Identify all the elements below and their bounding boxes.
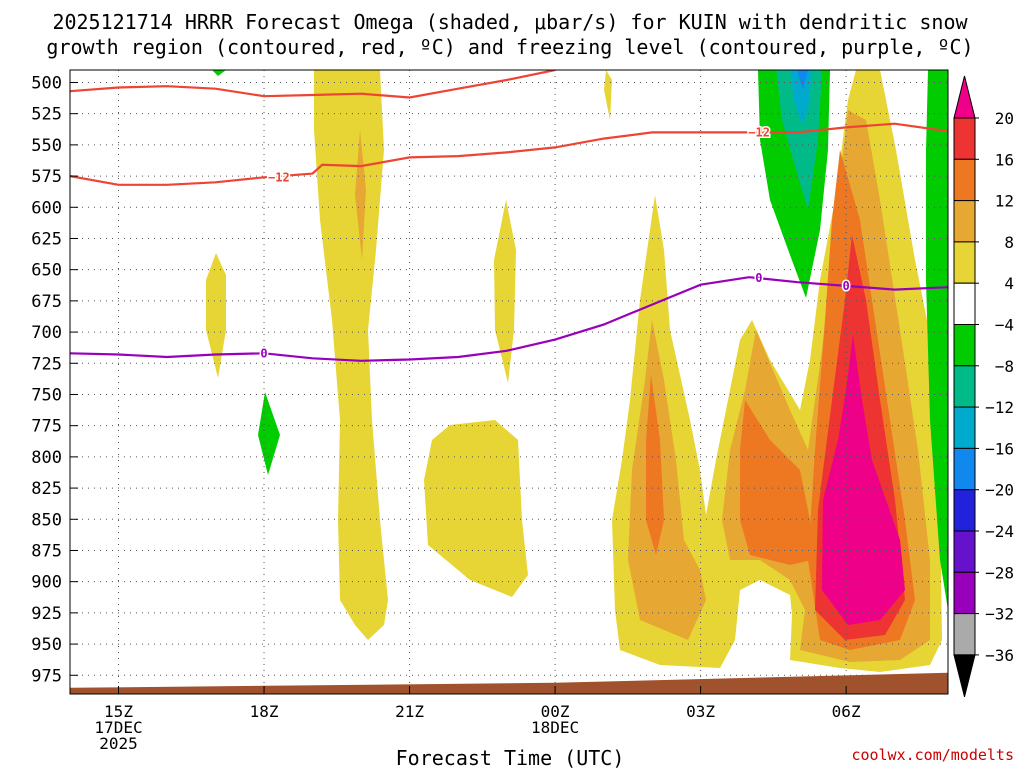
colorbar-label: −16 <box>985 439 1014 458</box>
colorbar-bin <box>953 117 976 160</box>
sinking-region-16z-top <box>212 70 226 76</box>
sinking-region-04z-05z-blue <box>790 70 812 125</box>
credit-link[interactable]: coolwx.com/modelts <box>851 746 1014 764</box>
colorbar-label: 8 <box>1004 233 1014 252</box>
y-tick-label: 975 <box>31 666 62 686</box>
y-tick-label: 525 <box>31 105 62 125</box>
x-tick-label: 03Z <box>686 702 715 721</box>
y-tick-label: 550 <box>31 136 62 156</box>
contour-line-2 <box>70 276 948 362</box>
colorbar-bin <box>953 200 976 243</box>
y-tick-label: 950 <box>31 635 62 655</box>
contour-labels: −12 −12 0 0 0 <box>259 124 851 362</box>
y-tick-label: 625 <box>31 229 62 249</box>
y-tick-label: 825 <box>31 479 62 499</box>
grid-lines <box>70 70 948 694</box>
colorbar-bin <box>953 158 976 202</box>
colorbar-bin <box>953 447 976 491</box>
colorbar-bin <box>953 365 976 408</box>
omega-region-22z-blob <box>424 420 528 597</box>
contour-label: 0 <box>843 279 850 293</box>
x-tick-label: 18DEC <box>531 718 579 737</box>
colorbar-label: 4 <box>1004 274 1014 293</box>
colorbar-bin <box>953 324 976 367</box>
omega-region-05z-orange-deep <box>740 400 812 565</box>
plot-frame <box>69 69 949 695</box>
colorbar-bin <box>953 282 976 326</box>
colorbar-over-triangle <box>953 75 976 119</box>
y-tick-label: 650 <box>31 261 62 281</box>
y-tick-label: 700 <box>31 323 62 343</box>
sinking-region-05z-core <box>797 70 808 90</box>
colorbar-bin <box>953 489 976 532</box>
colorbar-bin <box>953 530 976 573</box>
x-tick-label: 17DEC <box>94 718 142 737</box>
y-tick-label: 775 <box>31 417 62 437</box>
x-tick-label: 15Z <box>104 702 133 721</box>
colorbar-label: −28 <box>985 563 1014 582</box>
y-tick-label: 800 <box>31 448 62 468</box>
omega-region-17z <box>206 253 226 378</box>
contour-label: −12 <box>268 170 290 184</box>
colorbar-label: −24 <box>985 522 1014 541</box>
colorbar-label: −20 <box>985 481 1014 500</box>
x-tick-label: 06Z <box>832 702 861 721</box>
colorbar-under-triangle <box>953 654 976 698</box>
omega-region-02z-core <box>646 375 664 555</box>
colorbar: 20 16 12 8 4 −4 −8 −12 −16 −20 −24 −28 −32 −36 <box>953 75 1014 698</box>
contour-lines <box>70 70 948 362</box>
colorbar-label: −32 <box>985 605 1014 624</box>
y-tick-label: 875 <box>31 541 62 561</box>
y-tick-label: 675 <box>31 292 62 312</box>
y-tick-label: 500 <box>31 73 62 93</box>
colorbar-label: −12 <box>985 398 1014 417</box>
contour-label: −12 <box>748 125 770 139</box>
colorbar-label: 20 <box>995 109 1014 128</box>
y-axis: 500 525 550 575 600 625 650 675 700 725 750 775 800 8… <box>31 73 78 686</box>
omega-region-03z-left-orange <box>628 320 706 640</box>
x-tick-label: 2025 <box>99 734 138 753</box>
colorbar-bin <box>953 406 976 449</box>
y-tick-label: 600 <box>31 198 62 218</box>
contour-label: 0 <box>260 346 267 360</box>
terrain-ground <box>70 672 948 694</box>
omega-region-20z-column <box>314 70 388 640</box>
chart-title-line-1: 2025121714 HRRR Forecast Omega (shaded, … <box>52 10 968 34</box>
sinking-region-04z-05z-teal <box>776 70 822 210</box>
y-tick-label: 850 <box>31 510 62 530</box>
contour-line-1 <box>70 122 948 186</box>
colorbar-label: 16 <box>995 150 1014 169</box>
x-tick-label: 21Z <box>395 702 424 721</box>
x-axis-label: Forecast Time (UTC) <box>396 746 625 768</box>
contour-line-0 <box>70 70 556 99</box>
y-tick-label: 750 <box>31 385 62 405</box>
omega-region-23z-thin <box>494 200 516 383</box>
colorbar-bin <box>953 241 976 284</box>
shaded-omega-field <box>206 70 948 672</box>
chart-title-line-2: growth region (contoured, red, ºC) and f… <box>46 35 973 59</box>
omega-region-06z-max <box>822 335 905 625</box>
y-tick-label: 725 <box>31 354 62 374</box>
sinking-region-18z <box>258 392 280 475</box>
x-tick-label: 00Z <box>541 702 570 721</box>
sinking-region-07z-edge <box>926 70 948 610</box>
colorbar-label: −8 <box>995 357 1014 376</box>
contour-label: 0 <box>755 271 762 285</box>
x-tick-label: 18Z <box>250 702 279 721</box>
colorbar-label: 12 <box>995 192 1014 211</box>
colorbar-label: −36 <box>985 646 1014 665</box>
colorbar-bin <box>953 613 976 656</box>
colorbar-bin <box>953 571 976 615</box>
y-tick-label: 575 <box>31 167 62 187</box>
y-tick-label: 925 <box>31 604 62 624</box>
colorbar-label: −4 <box>995 316 1014 335</box>
y-tick-label: 900 <box>31 573 62 593</box>
omega-region-20z-inner <box>355 130 366 260</box>
